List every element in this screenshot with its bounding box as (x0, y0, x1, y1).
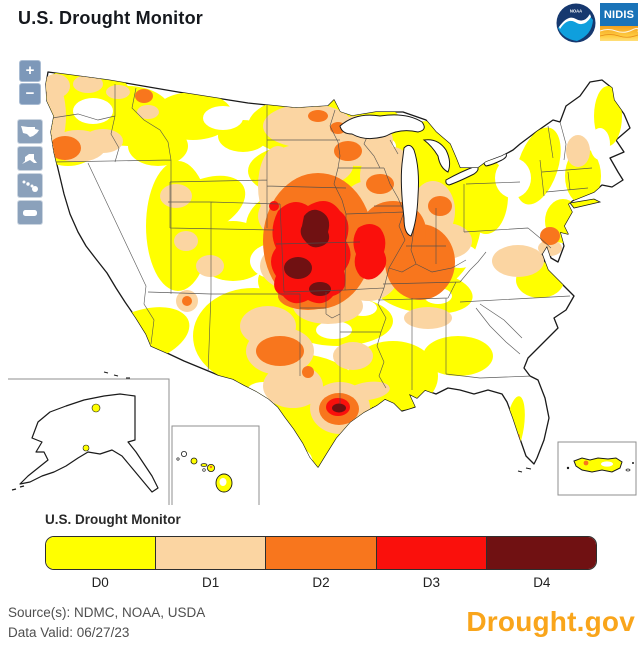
alaska-view-button[interactable] (17, 146, 43, 171)
noaa-logo-icon[interactable]: NOAA (556, 3, 596, 43)
zoom-out-button[interactable]: − (19, 83, 41, 105)
alaska-icon (22, 154, 37, 164)
source-block: Source(s): NDMC, NOAA, USDA Data Valid: … (8, 603, 205, 643)
long-island (569, 198, 602, 209)
puerto-rico-inset (557, 441, 637, 496)
zoom-in-button[interactable]: + (19, 60, 41, 82)
legend-title: U.S. Drought Monitor (45, 512, 181, 527)
nidis-logo-map-art (600, 26, 638, 41)
hawaii-view-button[interactable] (17, 173, 43, 198)
drought-layers (46, 72, 622, 467)
legend-label-d4: D4 (533, 575, 551, 590)
great-lakes (339, 114, 507, 237)
small-islands (103, 371, 532, 473)
alaska-inset (8, 378, 170, 505)
drought-map-canvas[interactable] (8, 56, 638, 506)
hawaii-inset (171, 425, 260, 505)
puerto-rico-icon (23, 209, 37, 216)
hawaii-icon (22, 180, 38, 192)
nidis-logo-icon[interactable]: NIDIS (600, 3, 638, 41)
legend-swatch-d4 (486, 537, 596, 569)
svg-text:NOAA: NOAA (570, 9, 582, 14)
logo-group: NOAA NIDIS (556, 3, 638, 43)
legend-label-d1: D1 (201, 575, 220, 590)
legend-color-bar (45, 536, 597, 570)
legend-label-d2: D2 (312, 575, 330, 590)
legend-swatch-d3 (376, 537, 487, 569)
source-text: Source(s): NDMC, NOAA, USDA (8, 605, 206, 620)
puerto-rico-view-button[interactable] (17, 200, 43, 225)
legend-label-d0: D0 (91, 575, 109, 590)
legend-swatch-d1 (156, 537, 267, 569)
legend-label-d3: D3 (422, 575, 441, 590)
page-title: U.S. Drought Monitor (18, 8, 203, 28)
drought-map-svg (8, 71, 637, 505)
drought-gov-brand[interactable]: Drought.gov (466, 606, 635, 637)
legend-swatch-d0 (46, 537, 157, 569)
state-boundaries (51, 84, 593, 404)
nidis-logo-text: NIDIS (600, 3, 638, 26)
data-valid-text: Data Valid: 06/27/23 (8, 625, 130, 640)
legend-labels: D0 D1 D2 D3 D4 (45, 575, 597, 590)
conus-icon (21, 126, 39, 137)
conus-view-button[interactable] (17, 119, 43, 144)
legend-swatch-d2 (266, 537, 377, 569)
